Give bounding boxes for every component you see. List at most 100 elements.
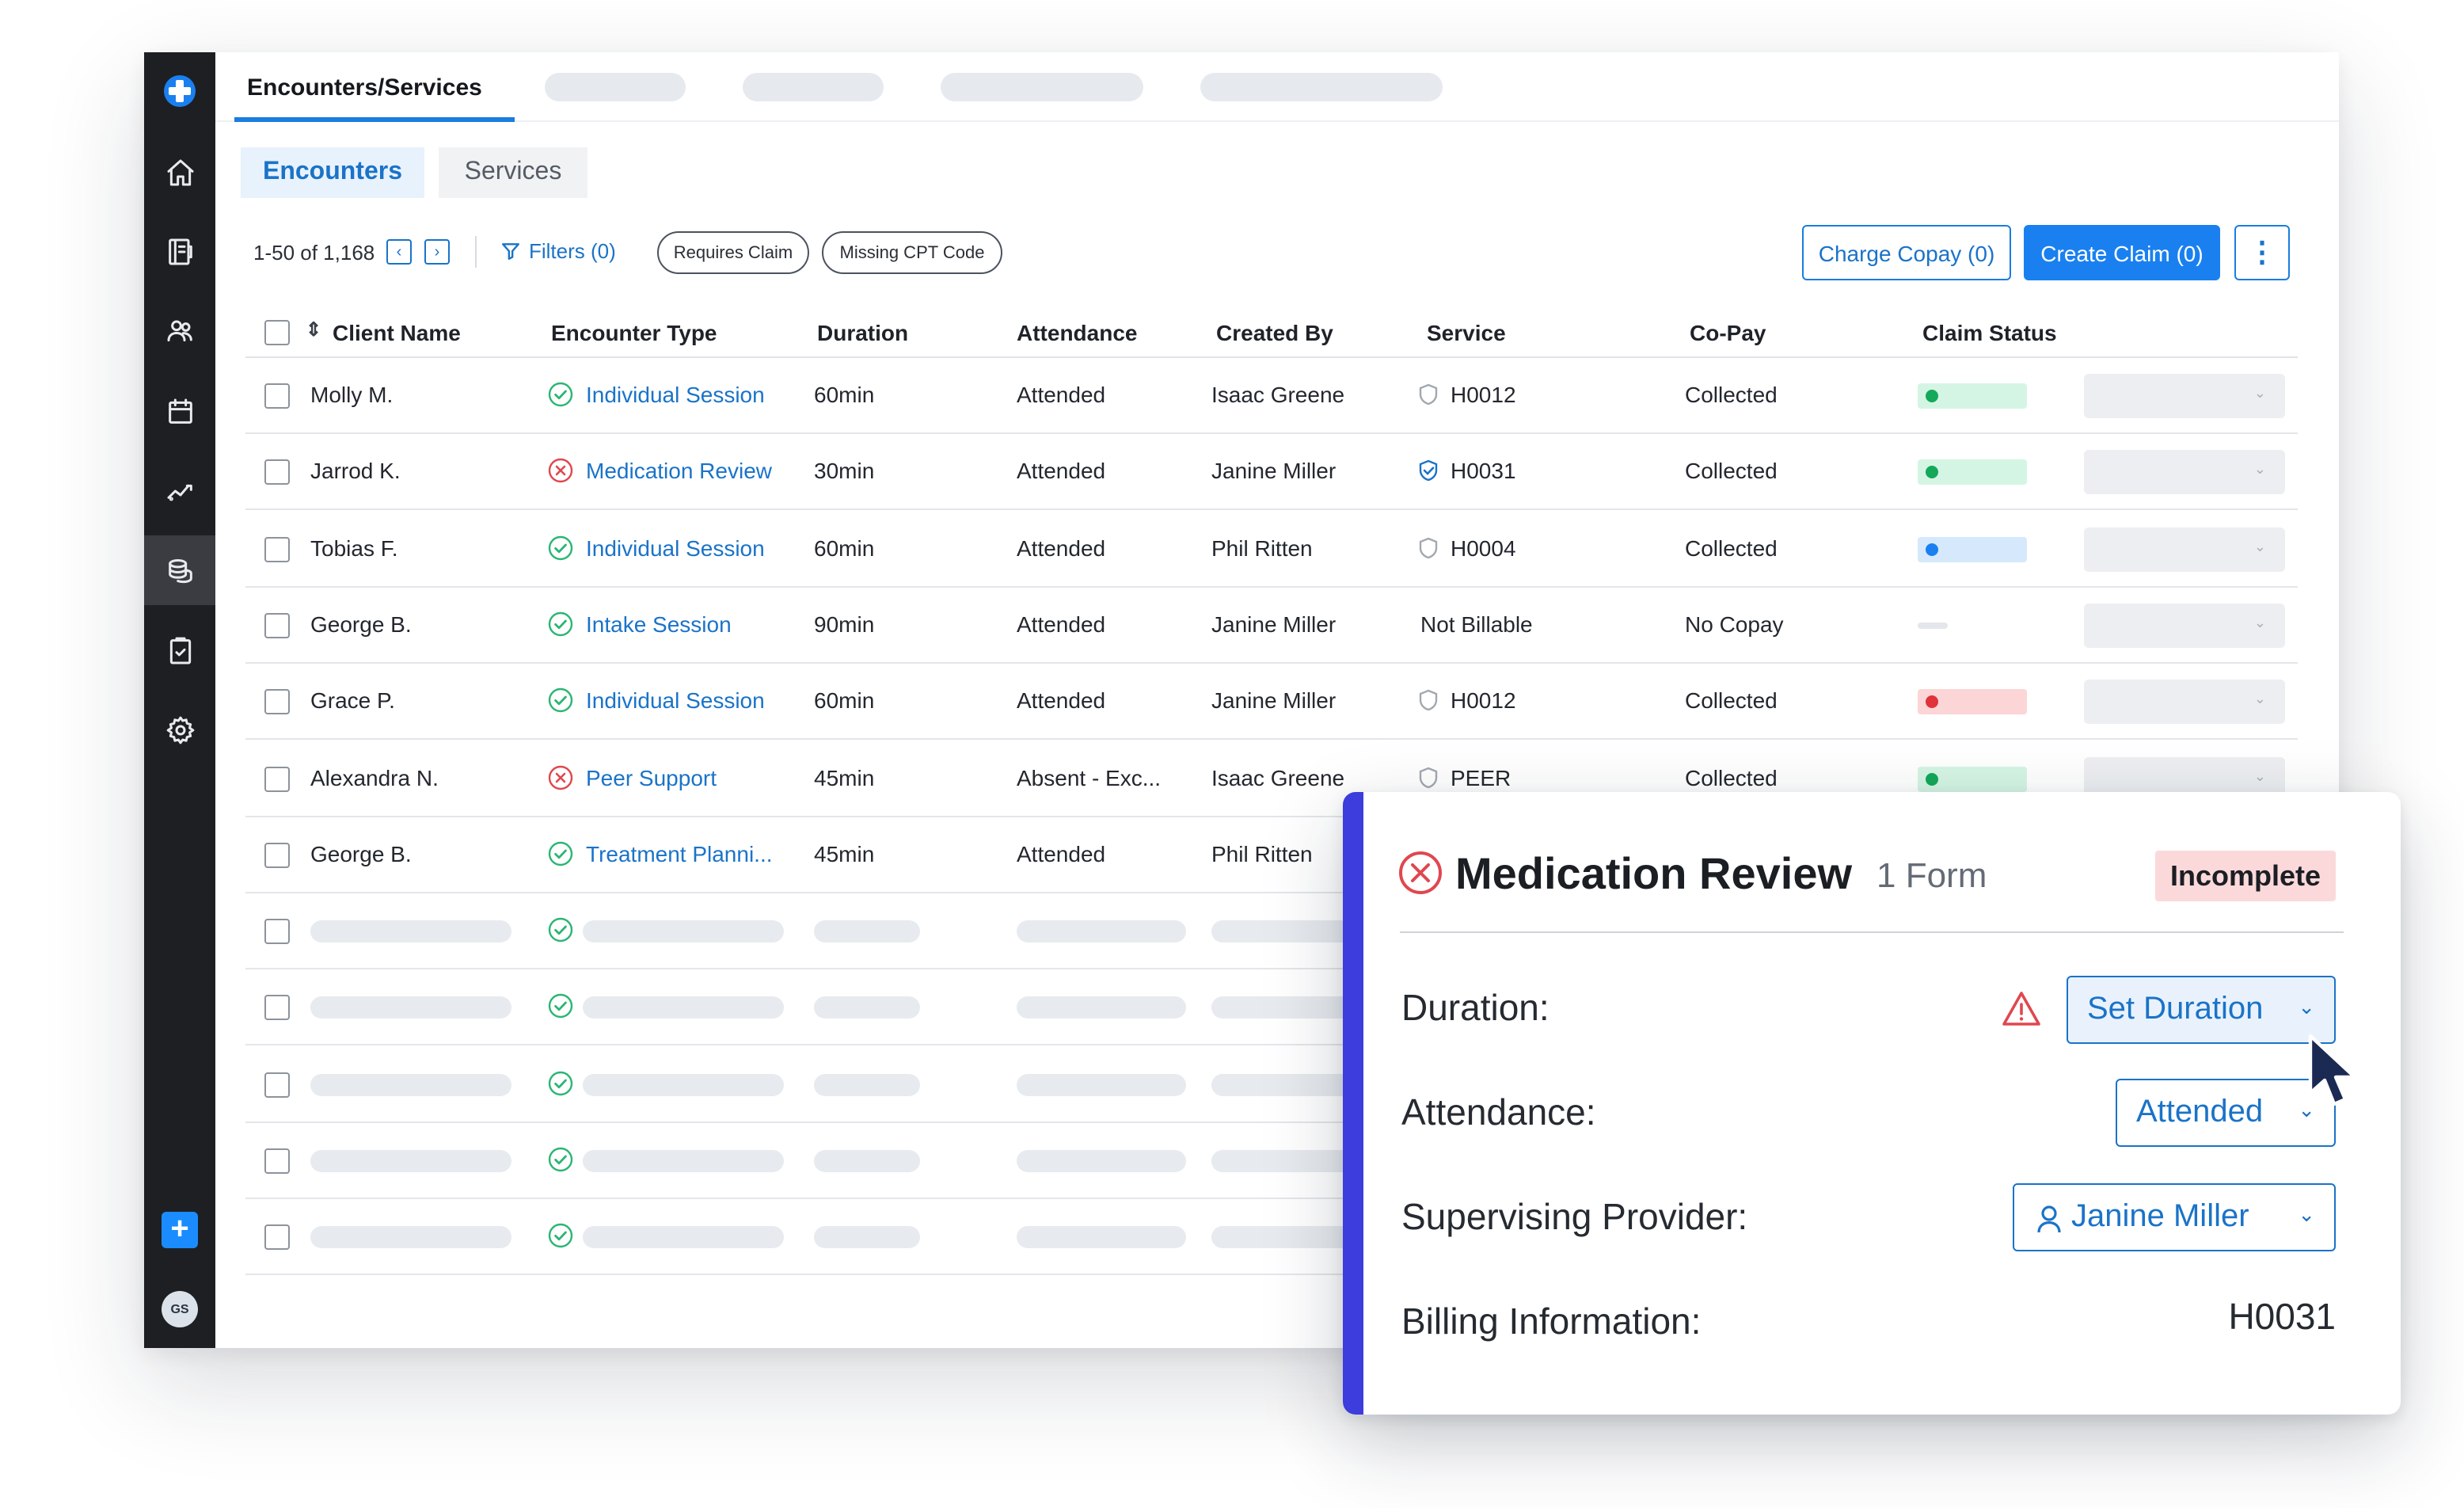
- co-pay-value: Collected: [1685, 458, 1778, 484]
- chevron-down-icon: ⌄: [2253, 614, 2266, 630]
- status-badge: Incomplete: [2155, 851, 2336, 901]
- check-circle-icon: [548, 917, 573, 942]
- next-page-button[interactable]: ›: [424, 239, 450, 265]
- row-checkbox[interactable]: [264, 536, 290, 562]
- table-row[interactable]: Grace P. Individual Session 60min Attended J…: [245, 664, 2298, 741]
- charge-copay-button[interactable]: Charge Copay (0): [1802, 225, 2011, 280]
- chevron-down-icon: ⌄: [2253, 538, 2266, 554]
- encounter-type-link[interactable]: Individual Session: [586, 687, 765, 714]
- row-action-select[interactable]: ⌄: [2084, 603, 2285, 648]
- client-name[interactable]: George B.: [310, 611, 412, 637]
- check-circle-icon: [548, 994, 573, 1019]
- duration-select[interactable]: Set Duration ⌄: [2067, 976, 2336, 1044]
- col-service[interactable]: Service: [1427, 320, 1506, 345]
- created-by-value: Phil Ritten: [1211, 840, 1313, 866]
- text-placeholder: [1017, 920, 1186, 943]
- row-checkbox[interactable]: [264, 689, 290, 715]
- row-checkbox[interactable]: [264, 1072, 290, 1098]
- table-row[interactable]: Alexandra N. Peer Support 45min Absent - Ex…: [245, 741, 2298, 817]
- row-checkbox[interactable]: [264, 612, 290, 638]
- row-checkbox[interactable]: [264, 383, 290, 409]
- client-name[interactable]: Alexandra N.: [310, 764, 439, 790]
- calendar-icon[interactable]: [157, 388, 203, 434]
- select-all-checkbox[interactable]: [264, 320, 290, 345]
- sort-icon[interactable]: ⇕: [306, 318, 322, 341]
- shield-icon: [1419, 690, 1438, 711]
- text-placeholder: [583, 920, 784, 943]
- filters-button[interactable]: Filters (0): [500, 239, 616, 263]
- analytics-icon[interactable]: [157, 467, 203, 513]
- chevron-down-icon: ⌄: [2253, 461, 2266, 478]
- add-button[interactable]: +: [162, 1212, 198, 1248]
- col-duration[interactable]: Duration: [817, 320, 909, 345]
- col-co-pay[interactable]: Co-Pay: [1690, 320, 1766, 345]
- table-row[interactable]: George B. Intake Session 90min Attended Jani…: [245, 588, 2298, 664]
- claim-status-dot: [1926, 390, 1938, 402]
- claim-status-indicator: [1918, 383, 2027, 409]
- text-placeholder: [1017, 1150, 1186, 1172]
- client-name[interactable]: Tobias F.: [310, 535, 398, 561]
- client-name[interactable]: Jarrod K.: [310, 458, 401, 484]
- col-client-name[interactable]: Client Name: [333, 320, 461, 345]
- avatar[interactable]: GS: [162, 1291, 198, 1327]
- supervising-provider-select[interactable]: Janine Miller ⌄: [2013, 1183, 2336, 1251]
- table-row[interactable]: Tobias F. Individual Session 60min Attended…: [245, 511, 2298, 588]
- claim-status-empty: [1918, 622, 1948, 629]
- row-checkbox[interactable]: [264, 842, 290, 868]
- row-action-select[interactable]: ⌄: [2084, 450, 2285, 495]
- row-checkbox[interactable]: [264, 995, 290, 1021]
- create-claim-button[interactable]: Create Claim (0): [2024, 225, 2220, 280]
- subtab-encounters[interactable]: Encounters: [241, 147, 424, 198]
- encounter-type-link[interactable]: Individual Session: [586, 382, 765, 407]
- home-icon[interactable]: [157, 149, 203, 195]
- attendance-value: Attended: [1017, 687, 1106, 714]
- col-attendance[interactable]: Attendance: [1017, 320, 1138, 345]
- encounter-type-link[interactable]: Peer Support: [586, 764, 717, 790]
- settings-icon[interactable]: [157, 706, 203, 752]
- row-action-select[interactable]: ⌄: [2084, 680, 2285, 725]
- prev-page-button[interactable]: ‹: [386, 239, 412, 265]
- client-name[interactable]: George B.: [310, 840, 412, 866]
- client-name[interactable]: Grace P.: [310, 687, 395, 714]
- error-circle-icon: [548, 459, 573, 483]
- text-placeholder: [310, 1150, 511, 1172]
- table-row[interactable]: Molly M. Individual Session 60min Attended I…: [245, 358, 2298, 434]
- created-by-value: Janine Miller: [1211, 611, 1337, 637]
- row-action-select[interactable]: ⌄: [2084, 527, 2285, 572]
- more-options-button[interactable]: ⋮: [2234, 225, 2290, 280]
- col-created-by[interactable]: Created By: [1216, 320, 1333, 345]
- avatar-initials: GS: [170, 1302, 189, 1316]
- row-checkbox[interactable]: [264, 1148, 290, 1174]
- tab-encounters-services[interactable]: Encounters/Services: [247, 74, 482, 101]
- row-checkbox[interactable]: [264, 919, 290, 945]
- col-claim-status[interactable]: Claim Status: [1922, 320, 2057, 345]
- tasks-icon[interactable]: [157, 627, 203, 673]
- row-checkbox[interactable]: [264, 766, 290, 791]
- table-row[interactable]: Jarrod K. Medication Review 30min Attended J…: [245, 435, 2298, 511]
- col-encounter-type[interactable]: Encounter Type: [551, 320, 717, 345]
- mouse-cursor-icon: [2308, 1034, 2357, 1106]
- chip-missing-cpt-code[interactable]: Missing CPT Code: [822, 231, 1002, 274]
- clients-icon[interactable]: [157, 307, 203, 353]
- encounter-type-link[interactable]: Treatment Planni...: [586, 840, 773, 866]
- encounter-type-link[interactable]: Individual Session: [586, 535, 765, 561]
- encounter-type-link[interactable]: Medication Review: [586, 458, 772, 484]
- check-circle-icon: [548, 1224, 573, 1248]
- chip-requires-claim[interactable]: Requires Claim: [657, 231, 809, 274]
- encounter-type-link[interactable]: Intake Session: [586, 611, 732, 637]
- subtab-services[interactable]: Services: [439, 147, 587, 198]
- encounter-detail-popup: Medication Review 1 Form Incomplete Dura…: [1343, 792, 2401, 1415]
- claim-status-indicator: [1918, 459, 2027, 486]
- client-name[interactable]: Molly M.: [310, 382, 394, 407]
- claim-status-indicator: [1918, 689, 2027, 715]
- table-row[interactable]: George B. Treatment Planni... 45min Attende…: [245, 817, 2298, 893]
- row-checkbox[interactable]: [264, 459, 290, 486]
- notes-icon[interactable]: [157, 228, 203, 274]
- billing-icon[interactable]: [144, 535, 215, 605]
- duration-value: 90min: [814, 611, 875, 637]
- row-action-select[interactable]: ⌄: [2084, 374, 2285, 418]
- shield-icon: [1419, 536, 1438, 558]
- row-checkbox[interactable]: [264, 1224, 290, 1251]
- claim-status-dot: [1926, 772, 1938, 785]
- attendance-select[interactable]: Attended ⌄: [2116, 1079, 2336, 1147]
